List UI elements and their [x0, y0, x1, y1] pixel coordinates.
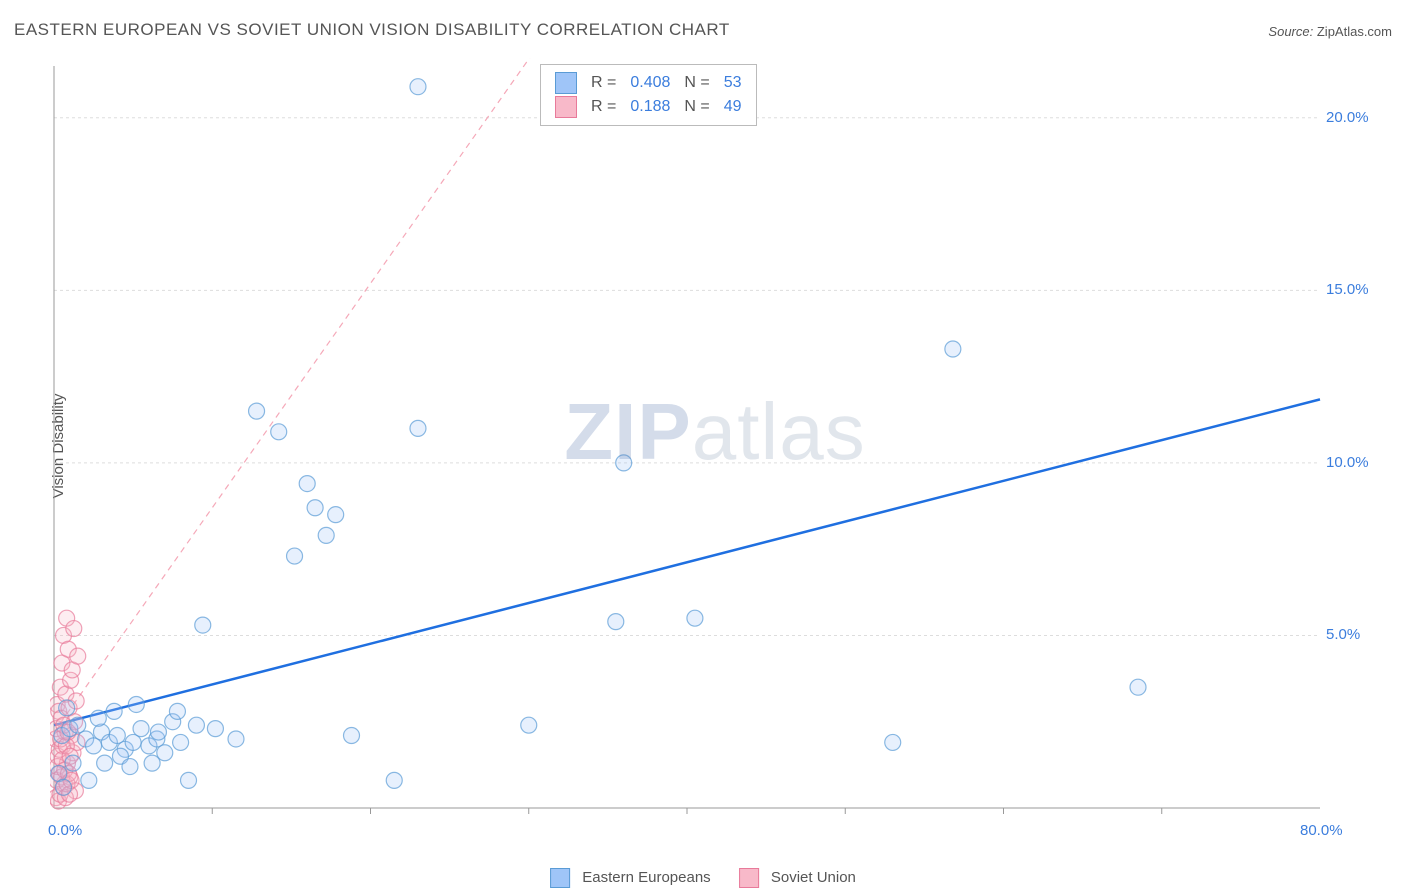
axis-tick-label: 15.0%: [1326, 281, 1369, 298]
axis-tick-label: 10.0%: [1326, 454, 1369, 471]
r-label: R =: [591, 95, 616, 119]
axis-tick-label: 5.0%: [1326, 626, 1360, 643]
legend-label-soviet: Soviet Union: [771, 869, 856, 886]
legend: Eastern Europeans Soviet Union: [550, 868, 856, 888]
stats-row: R = 0.188 N = 49: [555, 95, 742, 119]
stats-row: R = 0.408 N = 53: [555, 71, 742, 95]
legend-swatch-soviet: [739, 868, 759, 888]
chart-plot-area: ZIPatlas R = 0.408 N = 53 R = 0.188 N = …: [50, 58, 1380, 838]
correlation-stats-box: R = 0.408 N = 53 R = 0.188 N = 49: [540, 64, 757, 126]
n-value-soviet: 49: [724, 95, 742, 119]
r-value-soviet: 0.188: [630, 95, 670, 119]
n-label: N =: [684, 71, 709, 95]
axis-tick-label: 80.0%: [1300, 822, 1343, 839]
scatter-chart: [50, 58, 1380, 838]
r-label: R =: [591, 71, 616, 95]
legend-label-eastern: Eastern Europeans: [582, 869, 710, 886]
stats-swatch-eastern: [555, 72, 577, 94]
source-attribution: Source: ZipAtlas.com: [1268, 24, 1392, 39]
chart-title: EASTERN EUROPEAN VS SOVIET UNION VISION …: [14, 20, 730, 40]
source-name: ZipAtlas.com: [1317, 24, 1392, 39]
source-label: Source:: [1268, 24, 1313, 39]
n-value-eastern: 53: [724, 71, 742, 95]
r-value-eastern: 0.408: [630, 71, 670, 95]
legend-item-eastern: Eastern Europeans: [550, 868, 711, 888]
axis-tick-label: 20.0%: [1326, 109, 1369, 126]
legend-swatch-eastern: [550, 868, 570, 888]
legend-item-soviet: Soviet Union: [739, 868, 856, 888]
stats-swatch-soviet: [555, 96, 577, 118]
axis-tick-label: 0.0%: [48, 822, 82, 839]
n-label: N =: [684, 95, 709, 119]
